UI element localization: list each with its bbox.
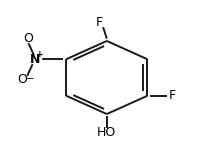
Text: −: −: [26, 74, 34, 84]
Text: O: O: [17, 73, 27, 86]
Bar: [100, 129, 113, 135]
Bar: [18, 77, 29, 83]
Text: F: F: [169, 89, 176, 102]
Bar: [95, 20, 103, 26]
Text: F: F: [95, 16, 103, 29]
Text: N: N: [30, 53, 40, 66]
Text: +: +: [36, 51, 44, 60]
Bar: [24, 36, 32, 42]
Text: O: O: [23, 32, 33, 45]
Bar: [169, 93, 177, 99]
Text: HO: HO: [97, 126, 116, 139]
Bar: [31, 56, 41, 63]
